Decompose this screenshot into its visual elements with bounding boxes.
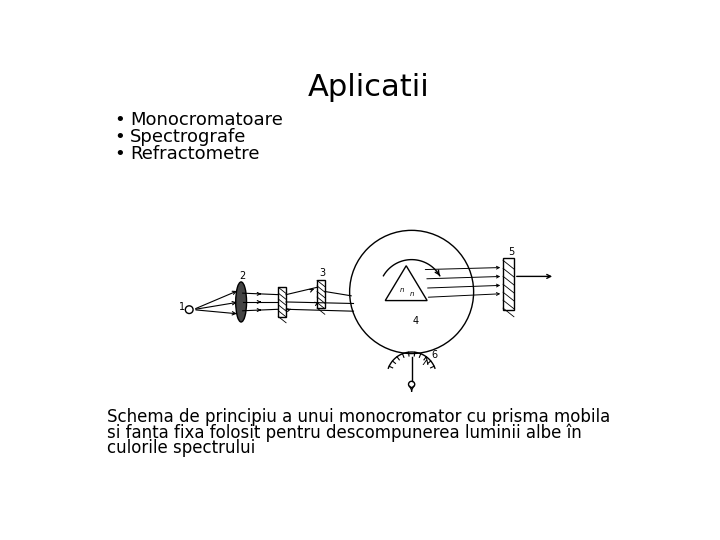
Text: n: n: [410, 291, 415, 297]
Text: 5: 5: [508, 247, 514, 257]
Text: 3: 3: [320, 268, 325, 278]
Bar: [503, 258, 514, 310]
Text: •: •: [114, 128, 125, 146]
Text: Monocromatoare: Monocromatoare: [130, 111, 283, 129]
Ellipse shape: [235, 282, 246, 322]
Bar: [279, 287, 286, 316]
Circle shape: [408, 381, 415, 387]
Polygon shape: [385, 266, 427, 301]
Text: 6: 6: [432, 350, 438, 360]
Text: Schema de principiu a unui monocromator cu prisma mobila: Schema de principiu a unui monocromator …: [107, 408, 611, 427]
Text: •: •: [114, 145, 125, 163]
Bar: [317, 280, 325, 308]
Text: si fanta fixa folosit pentru descompunerea luminii albe în: si fanta fixa folosit pentru descompuner…: [107, 423, 582, 442]
Text: 2: 2: [240, 271, 246, 281]
Text: culorile spectrului: culorile spectrului: [107, 439, 256, 457]
Text: •: •: [114, 111, 125, 129]
Text: 4: 4: [413, 316, 418, 326]
Text: Spectrografe: Spectrografe: [130, 128, 247, 146]
Text: Aplicatii: Aplicatii: [308, 73, 430, 103]
Text: 1: 1: [179, 302, 185, 312]
Text: Refractometre: Refractometre: [130, 145, 260, 163]
Text: n: n: [400, 287, 404, 293]
Text: $\lambda$: $\lambda$: [422, 355, 430, 367]
